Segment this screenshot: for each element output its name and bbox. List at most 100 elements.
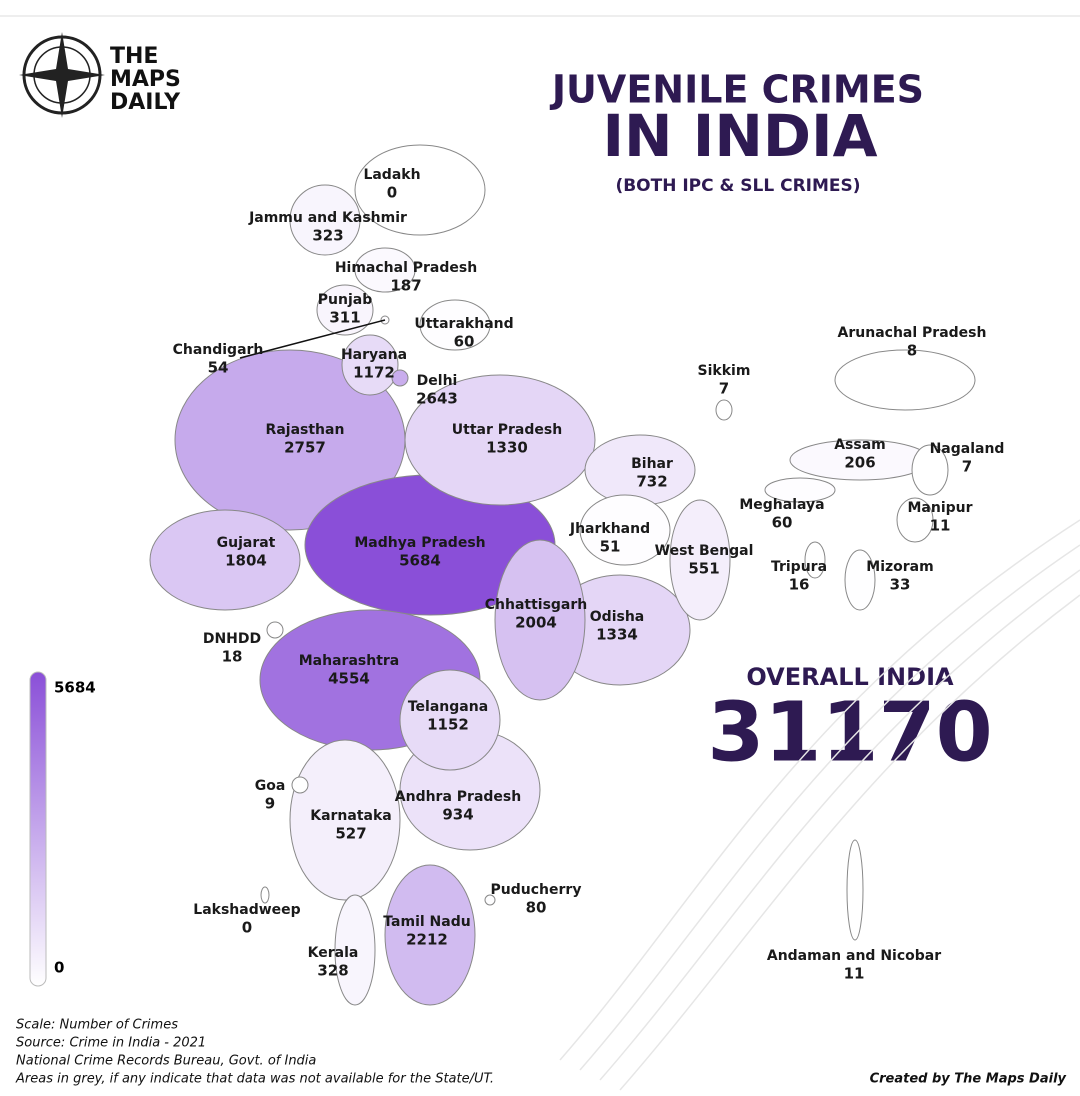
region-shape <box>834 349 976 411</box>
region-name: Haryana <box>341 347 407 363</box>
region-value: 323 <box>312 227 343 245</box>
region-value: 551 <box>688 560 719 578</box>
decoration <box>559 519 1080 1091</box>
region-value: 2757 <box>284 439 326 457</box>
region-name: Kerala <box>308 945 359 961</box>
legend-max: 5684 <box>54 679 96 697</box>
region-name: Chandigarh <box>173 342 264 358</box>
region-name: Karnataka <box>310 808 392 824</box>
region-value: 0 <box>387 184 397 202</box>
region-value: 11 <box>930 517 951 535</box>
legend-min: 0 <box>54 959 64 977</box>
region-value: 1152 <box>427 716 469 734</box>
region-value: 328 <box>317 962 348 980</box>
region-name: Bihar <box>631 456 673 472</box>
region-value: 51 <box>600 538 621 556</box>
region-shape <box>289 184 361 256</box>
region-value: 4554 <box>328 670 370 688</box>
region-value: 1330 <box>486 439 528 457</box>
brand: MAPS <box>110 67 181 92</box>
region-value: 7 <box>719 380 729 398</box>
region-name: Rajasthan <box>266 422 345 438</box>
region-value: 732 <box>636 473 667 491</box>
region-shape <box>804 541 826 579</box>
region-shape <box>896 497 934 543</box>
region-shape <box>764 477 836 503</box>
footnote: Source: Crime in India - 2021 <box>16 1036 206 1051</box>
region-name: Sikkim <box>698 363 751 379</box>
region-name: Himachal Pradesh <box>335 260 477 276</box>
region-value: 60 <box>454 333 475 351</box>
brand: DAILY <box>110 90 181 115</box>
region-name: Gujarat <box>217 535 276 551</box>
region-name: Andhra Pradesh <box>395 789 521 805</box>
region-shape <box>341 334 399 396</box>
region-name: Odisha <box>590 609 644 625</box>
region-value: 60 <box>772 514 793 532</box>
credit: Created by The Maps Daily <box>870 1072 1067 1087</box>
legend-bar <box>29 671 47 987</box>
region-name: Tripura <box>771 559 827 575</box>
region-name: Mizoram <box>866 559 933 575</box>
region-name: Uttarakhand <box>414 316 513 332</box>
footnote: Areas in grey, if any indicate that data… <box>15 1072 494 1087</box>
region-name: Jharkhand <box>569 521 650 537</box>
region-value: 33 <box>890 576 911 594</box>
region-shape <box>484 894 496 906</box>
region-name: Madhya Pradesh <box>354 535 485 551</box>
footnote: Scale: Number of Crimes <box>16 1018 178 1033</box>
region-name: Maharashtra <box>299 653 400 669</box>
region-value: 187 <box>390 277 421 295</box>
region-shape <box>846 839 864 941</box>
region-value: 2004 <box>515 614 557 632</box>
region-shape <box>289 739 401 901</box>
region-name: West Bengal <box>655 543 754 559</box>
footnote: National Crime Records Bureau, Govt. of … <box>16 1054 316 1069</box>
region-value: 54 <box>208 359 229 377</box>
region-name: Meghalaya <box>739 497 824 513</box>
region-shape <box>260 886 270 904</box>
region-value: 311 <box>329 309 360 327</box>
subtitle: (BOTH IPC & SLL CRIMES) <box>615 176 860 196</box>
region-value: 80 <box>526 899 547 917</box>
region-shape <box>354 247 416 293</box>
region-value: 2212 <box>406 931 448 949</box>
region-shape <box>404 374 596 506</box>
region-name: Punjab <box>318 292 372 308</box>
region-value: 527 <box>335 825 366 843</box>
region-shape <box>494 539 586 701</box>
region-value: 1804 <box>225 552 267 570</box>
overall-label: OVERALL INDIA <box>746 663 954 691</box>
region-name: Goa <box>255 778 286 794</box>
region-value: 5684 <box>399 552 441 570</box>
region-shape <box>399 669 501 771</box>
brand: THE <box>110 44 158 69</box>
region-name: Arunachal Pradesh <box>838 325 987 341</box>
region-shape <box>291 776 309 794</box>
overall-value: 31170 <box>707 685 992 780</box>
logo <box>19 32 105 118</box>
region-name: Uttar Pradesh <box>452 422 562 438</box>
region-name: Andaman and Nicobar <box>767 948 941 964</box>
title: IN INDIA <box>602 102 877 170</box>
region-value: 934 <box>442 806 473 824</box>
region-shape <box>391 369 409 387</box>
region-value: 2643 <box>416 390 458 408</box>
region-name: Lakshadweep <box>193 902 300 918</box>
leader-line <box>239 319 386 359</box>
region-shape <box>266 621 284 639</box>
region-shape <box>316 284 374 336</box>
region-value: 0 <box>242 919 252 937</box>
region-value: 18 <box>222 648 243 666</box>
region-shape <box>334 894 376 1006</box>
region-shape <box>911 444 949 496</box>
region-name: Puducherry <box>491 882 582 898</box>
region-shape <box>149 509 301 611</box>
region-shape <box>669 499 731 621</box>
region-value: 1334 <box>596 626 638 644</box>
region-name: Chhattisgarh <box>485 597 588 613</box>
region-value: 1172 <box>353 364 395 382</box>
region-value: 7 <box>962 458 972 476</box>
region-shape <box>419 299 491 351</box>
